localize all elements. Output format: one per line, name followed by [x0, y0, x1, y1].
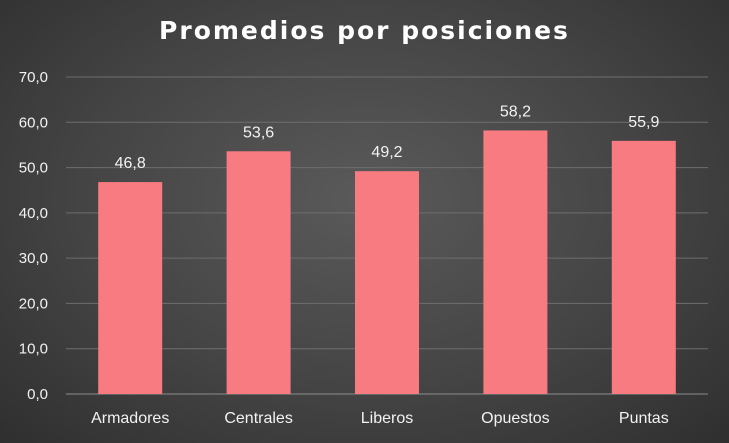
y-tick-label: 30,0: [19, 250, 48, 267]
data-label: 49,2: [371, 144, 402, 161]
category-label: Puntas: [619, 410, 669, 427]
data-label: 55,9: [628, 114, 659, 131]
category-label: Centrales: [224, 410, 292, 427]
y-tick-label: 40,0: [19, 205, 48, 222]
bar: [483, 130, 548, 395]
data-label: 53,6: [243, 124, 274, 141]
y-tick-label: 50,0: [19, 160, 48, 177]
bar: [355, 171, 419, 394]
chart-title: Promedios por posiciones: [159, 16, 570, 45]
data-label: 58,2: [500, 103, 531, 120]
bar: [98, 182, 163, 394]
category-label: Liberos: [361, 410, 413, 427]
data-label: 46,8: [115, 155, 146, 172]
category-label: Opuestos: [481, 410, 549, 427]
category-label: Armadores: [91, 410, 169, 427]
y-tick-label: 0,0: [27, 386, 48, 403]
y-tick-label: 60,0: [19, 114, 48, 131]
bar: [226, 151, 291, 394]
y-tick-label: 20,0: [19, 295, 48, 312]
y-tick-label: 10,0: [19, 341, 48, 358]
bar: [611, 140, 676, 394]
y-tick-label: 70,0: [19, 69, 48, 86]
